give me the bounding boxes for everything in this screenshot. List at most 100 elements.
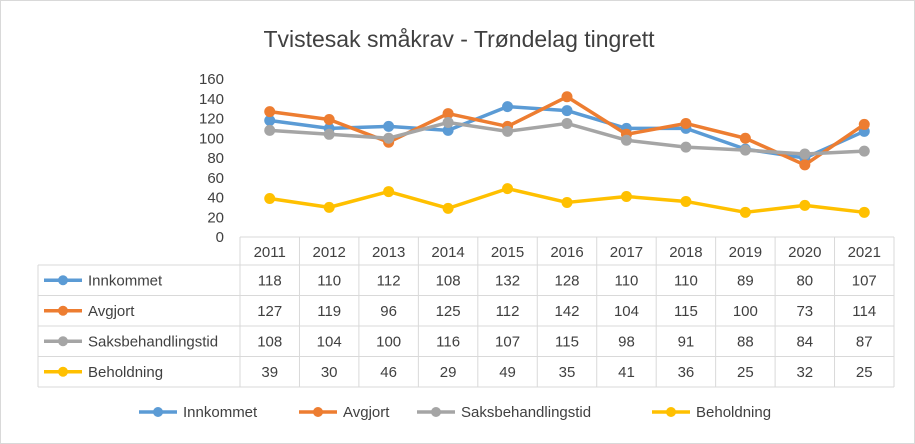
data-point [264,192,276,204]
data-point [442,202,454,214]
data-point [858,206,870,218]
series-beholdning [264,183,870,218]
data-table: 2011 2012 2013 2014 2015 2016 2017 2018 2019 2020… [44,244,881,381]
data-point [620,134,632,146]
legend-entry: Saksbehandlingstid [461,404,591,421]
table-cell: 116 [436,333,460,350]
data-point [383,186,395,198]
table-cell: 127 [257,303,282,320]
table-cell: 108 [436,272,461,289]
data-point [264,106,276,118]
data-point [739,206,751,218]
table-row-key-marker [58,275,68,286]
data-point [561,105,573,117]
data-point [858,118,870,130]
data-point [323,113,335,125]
data-point [383,132,395,144]
data-point [323,201,335,213]
x-tick-label: 2012 [312,244,345,261]
x-tick-label: 2019 [729,244,762,261]
data-point [739,144,751,156]
table-cell: 80 [796,272,813,289]
legend-key-marker [431,407,441,417]
data-point [799,159,811,171]
data-point [442,116,454,128]
table-cell: 110 [674,272,698,289]
table-row-key-marker [58,336,68,347]
table-cell: 35 [559,364,576,381]
x-tick-label: 2018 [669,244,702,261]
table-cell: 100 [733,303,758,320]
table-cell: 128 [554,272,579,289]
data-point [442,124,454,136]
data-point [680,117,692,129]
table-cell: 89 [737,272,754,289]
data-point [383,120,395,132]
y-tick-label: 100 [199,130,224,147]
table-row-key-marker [58,305,68,316]
y-tick-label: 140 [199,91,224,108]
table-cell: 110 [614,272,638,289]
data-point [739,132,751,144]
data-point [680,141,692,153]
table-cell: 46 [380,364,397,381]
table-cell: 112 [496,303,520,320]
table-cell: 88 [737,333,754,350]
table-cell: 115 [555,333,579,350]
y-tick-label: 120 [199,111,224,128]
x-tick-label: 2020 [788,244,821,261]
table-cell: 100 [376,333,401,350]
legend-entry: Beholdning [696,404,771,421]
y-tick-label: 80 [207,150,224,167]
table-row-label: Beholdning [88,364,163,381]
table-cell: 110 [317,272,341,289]
data-point [680,195,692,207]
x-tick-label: 2015 [491,244,524,261]
table-cell: 107 [852,272,877,289]
table-cell: 125 [436,303,461,320]
series-lines [264,91,870,218]
data-point [561,196,573,208]
table-row-label: Avgjort [88,303,135,320]
x-tick-label: 2014 [431,244,464,261]
table-cell: 32 [796,364,813,381]
table-cell: 41 [618,364,635,381]
x-tick-label: 2016 [550,244,583,261]
table-cell: 91 [678,333,695,350]
legend-entry: Innkommet [183,404,258,421]
y-axis: 0 20 40 60 80 100 120 140 160 [199,71,224,246]
table-cell: 25 [856,364,873,381]
table-cell: 142 [554,303,579,320]
x-tick-label: 2011 [254,244,286,261]
table-cell: 114 [852,303,876,320]
data-point [620,191,632,203]
table-row-label: Innkommet [88,272,163,289]
table-cell: 25 [737,364,754,381]
table-cell: 87 [856,333,873,350]
data-point [264,124,276,136]
data-point [858,145,870,157]
legend-key-marker [153,407,163,417]
table-cell: 115 [674,303,698,320]
legend-key-marker [666,407,676,417]
series-avgjort [264,91,870,171]
data-point [502,183,514,195]
data-point [799,148,811,160]
chart-title: Tvistesak småkrav - Trøndelag tingrett [263,26,655,52]
x-tick-label: 2021 [848,244,881,261]
data-point [502,125,514,137]
table-row-key-marker [58,366,68,377]
table-cell: 49 [499,364,516,381]
table-cell: 107 [495,333,520,350]
table-cell: 104 [317,333,342,350]
table-cell: 108 [257,333,282,350]
y-tick-label: 20 [207,209,224,226]
series-saksbehandlingstid [264,116,870,160]
y-tick-label: 60 [207,170,224,187]
data-point [264,114,276,126]
table-cell: 104 [614,303,639,320]
legend-entry: Avgjort [343,404,390,421]
table-row-label: Saksbehandlingstid [88,333,218,350]
